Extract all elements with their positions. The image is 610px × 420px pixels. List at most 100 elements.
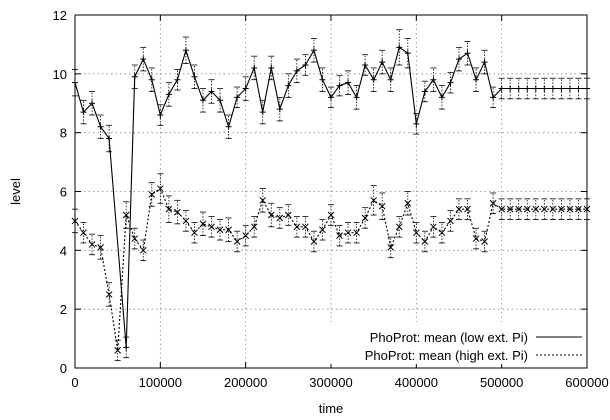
data-point (327, 211, 335, 219)
data-point (123, 344, 130, 351)
data-point (319, 76, 326, 83)
data-point (421, 238, 429, 245)
data-point (191, 73, 198, 80)
data-point (208, 88, 215, 95)
data-point (106, 135, 113, 142)
y-tick-label: 0 (60, 361, 67, 376)
data-point (259, 109, 266, 116)
data-point (71, 217, 79, 225)
data-point (131, 73, 138, 80)
x-tick-label: 0 (71, 375, 78, 390)
data-point (540, 205, 548, 213)
y-tick-label: 10 (53, 67, 67, 82)
data-point (413, 120, 420, 127)
data-point (464, 205, 471, 213)
x-tick-label: 100000 (139, 375, 182, 390)
data-point (191, 229, 198, 237)
data-point (515, 85, 522, 92)
data-point (447, 217, 454, 225)
x-tick-label: 400000 (395, 375, 438, 390)
data-point (285, 82, 292, 89)
data-point (131, 235, 139, 242)
data-point (225, 226, 232, 234)
data-point (259, 196, 267, 204)
legend-label-low-pi: PhoProt: mean (low ext. Pi) (370, 330, 528, 345)
y-axis-label: level (8, 178, 23, 205)
data-point (251, 64, 258, 71)
data-point (481, 238, 488, 245)
data-point (276, 214, 284, 222)
data-point (447, 79, 454, 86)
data-point (541, 85, 548, 92)
data-point (242, 232, 250, 239)
data-point (472, 235, 480, 242)
data-point (319, 226, 326, 234)
data-point (558, 85, 565, 92)
data-point (345, 79, 352, 86)
data-point (302, 62, 309, 69)
data-point (242, 85, 249, 92)
data-point (216, 226, 224, 234)
y-tick-label: 12 (53, 8, 67, 23)
data-point (404, 199, 412, 207)
data-point (412, 229, 420, 237)
data-point (361, 214, 369, 222)
data-point (584, 85, 590, 92)
series-layer (71, 29, 591, 362)
data-point (566, 85, 573, 92)
data-point (199, 220, 207, 228)
data-point (208, 223, 215, 231)
data-point (89, 100, 96, 107)
data-point (182, 217, 190, 225)
data-point (558, 205, 565, 213)
data-point (80, 109, 87, 116)
data-point (481, 59, 488, 66)
data-point (362, 62, 369, 69)
legend-background (282, 322, 585, 364)
data-point (174, 76, 181, 83)
data-point (165, 91, 172, 98)
data-point (498, 85, 505, 92)
data-point (353, 94, 360, 101)
plot-frame (74, 14, 588, 369)
data-point (532, 85, 539, 92)
data-point (182, 47, 189, 54)
y-tick-label: 4 (60, 243, 67, 258)
data-point (225, 123, 232, 130)
data-point (378, 202, 386, 210)
data-point (267, 211, 275, 219)
data-point (302, 223, 309, 231)
x-tick-label: 600000 (565, 375, 608, 390)
data-point (293, 223, 301, 231)
data-point (174, 208, 181, 216)
grid (75, 15, 587, 368)
data-point (328, 94, 334, 101)
data-point (148, 191, 156, 198)
data-point (489, 199, 497, 207)
data-point (97, 244, 104, 251)
data-point (387, 244, 395, 251)
data-point (379, 59, 386, 66)
data-point (122, 211, 130, 219)
x-tick-label: 300000 (309, 375, 352, 390)
x-tick-label: 200000 (224, 375, 267, 390)
data-point (456, 56, 462, 63)
y-tick-label: 2 (60, 302, 67, 317)
data-point (404, 50, 411, 57)
y-tick-label: 8 (60, 126, 67, 141)
data-point (156, 185, 164, 192)
data-point (464, 50, 471, 57)
data-point (524, 85, 531, 92)
data-point (523, 205, 531, 213)
data-point (506, 205, 514, 213)
data-point (140, 56, 147, 63)
data-point (430, 76, 437, 83)
tick-labels: 0 100000 200000 300000 400000 500000 600000 0 2 4… (53, 8, 609, 390)
data-point (72, 79, 78, 86)
data-point (234, 94, 241, 101)
data-point (575, 85, 582, 92)
legend-label-high-pi: PhoProt: mean (high ext. Pi) (365, 348, 528, 363)
data-point (515, 205, 523, 213)
